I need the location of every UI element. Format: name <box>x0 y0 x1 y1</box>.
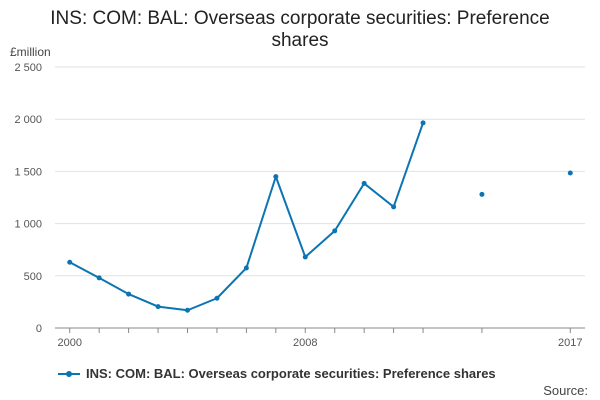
data-point <box>479 191 485 197</box>
data-point <box>567 170 573 176</box>
y-tick-label: 1 000 <box>14 219 42 231</box>
data-point <box>361 180 367 186</box>
chart-title-line-1: INS: COM: BAL: Overseas corporate securi… <box>50 8 550 29</box>
chart-title-line-2: shares <box>271 30 329 51</box>
data-point <box>391 204 397 210</box>
y-tick-label: 500 <box>24 271 42 283</box>
data-point <box>67 259 73 265</box>
data-point <box>420 120 426 126</box>
y-tick-label: 1 500 <box>14 166 42 178</box>
legend-series-label: INS: COM: BAL: Overseas corporate securi… <box>86 366 496 381</box>
data-point <box>273 174 279 180</box>
x-tick-label: 2017 <box>558 337 582 349</box>
x-tick-label: 2008 <box>293 337 317 349</box>
series-line <box>69 122 424 312</box>
x-tick-label: 2000 <box>57 337 81 349</box>
y-tick-label: 2 000 <box>14 114 42 126</box>
data-point <box>332 228 338 234</box>
data-point <box>96 275 102 281</box>
source-label: Source: <box>543 383 588 398</box>
y-tick-label: 0 <box>36 323 42 335</box>
y-axis-unit-label: £million <box>10 45 51 59</box>
data-point <box>126 291 132 297</box>
legend-line-swatch-icon <box>58 370 80 377</box>
data-point <box>243 265 249 271</box>
data-point <box>214 295 220 301</box>
chart-title: INS: COM: BAL: Overseas corporate securi… <box>0 8 600 52</box>
y-tick-label: 2 500 <box>14 62 42 74</box>
data-point <box>155 304 161 310</box>
data-point <box>302 254 308 260</box>
data-point <box>185 307 190 313</box>
legend[interactable]: INS: COM: BAL: Overseas corporate securi… <box>58 366 496 381</box>
